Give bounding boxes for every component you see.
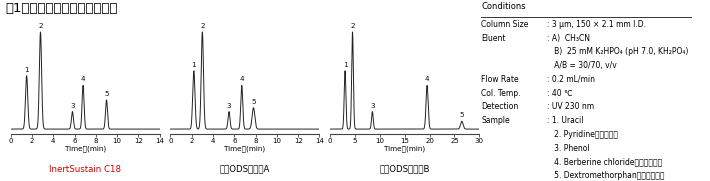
Text: : A)  CH₃CN: : A) CH₃CN bbox=[547, 34, 591, 43]
Text: : 0.2 mL/min: : 0.2 mL/min bbox=[547, 75, 596, 84]
Text: : 3 μm, 150 × 2.1 mm I.D.: : 3 μm, 150 × 2.1 mm I.D. bbox=[547, 20, 646, 29]
Text: Col. Temp.: Col. Temp. bbox=[481, 89, 521, 98]
Text: InertSustain C18: InertSustain C18 bbox=[49, 165, 121, 174]
Text: 5: 5 bbox=[104, 91, 109, 97]
Text: 3. Phenol: 3. Phenol bbox=[547, 144, 590, 153]
Text: 4: 4 bbox=[425, 76, 430, 83]
Text: 2: 2 bbox=[38, 23, 43, 29]
Text: Eluent: Eluent bbox=[481, 34, 506, 43]
Text: 1: 1 bbox=[343, 62, 347, 68]
Text: Flow Rate: Flow Rate bbox=[481, 75, 519, 84]
Text: 3: 3 bbox=[70, 103, 75, 109]
Text: 3: 3 bbox=[370, 103, 375, 109]
Text: 5: 5 bbox=[251, 99, 256, 105]
X-axis label: Time　(min): Time (min) bbox=[224, 146, 266, 152]
Text: 図1　塩基性化合物の分析比較: 図1 塩基性化合物の分析比較 bbox=[6, 2, 118, 15]
Text: 2: 2 bbox=[200, 23, 204, 29]
Text: 2. Pyridine（塩基性）: 2. Pyridine（塩基性） bbox=[547, 130, 618, 139]
Text: 4: 4 bbox=[239, 76, 244, 83]
Text: 2: 2 bbox=[350, 23, 355, 29]
Text: A/B = 30/70, v/v: A/B = 30/70, v/v bbox=[547, 61, 617, 70]
Text: 4. Berberine chloride（強塡基性）: 4. Berberine chloride（強塡基性） bbox=[547, 157, 662, 167]
Text: Conditions: Conditions bbox=[481, 2, 526, 11]
Text: Detection: Detection bbox=[481, 102, 518, 111]
Text: 市販ODSカラムA: 市販ODSカラムA bbox=[220, 165, 270, 174]
X-axis label: Time　(min): Time (min) bbox=[65, 146, 106, 152]
Text: 1: 1 bbox=[24, 67, 29, 73]
Text: B)  25 mM K₂HPO₄ (pH 7.0, KH₂PO₄): B) 25 mM K₂HPO₄ (pH 7.0, KH₂PO₄) bbox=[547, 47, 689, 56]
Text: 5. Dextromethorphan（強塡基性）: 5. Dextromethorphan（強塡基性） bbox=[547, 171, 665, 180]
Text: 1: 1 bbox=[192, 62, 196, 68]
Text: 5: 5 bbox=[459, 112, 464, 118]
Text: Sample: Sample bbox=[481, 116, 510, 125]
Text: 4: 4 bbox=[81, 76, 85, 83]
X-axis label: Time　(min): Time (min) bbox=[384, 146, 425, 152]
Text: : 40 ℃: : 40 ℃ bbox=[547, 89, 573, 98]
Text: 市販ODSカラムB: 市販ODSカラムB bbox=[379, 165, 430, 174]
Text: Column Size: Column Size bbox=[481, 20, 529, 29]
Text: 3: 3 bbox=[226, 103, 231, 109]
Text: : 1. Uracil: : 1. Uracil bbox=[547, 116, 584, 125]
Text: : UV 230 nm: : UV 230 nm bbox=[547, 102, 594, 111]
